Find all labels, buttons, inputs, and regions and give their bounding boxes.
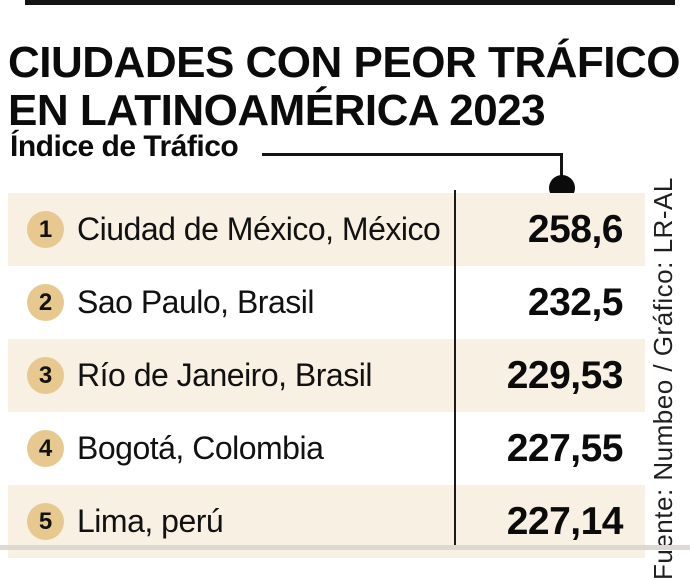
city-label: Sao Paulo, Brasil [77, 284, 314, 320]
city-label: Río de Janeiro, Brasil [77, 357, 372, 393]
city-label: Bogotá, Colombia [77, 430, 324, 466]
rank-badge: 1 [27, 211, 64, 248]
top-border-bar [25, 0, 675, 5]
callout-connector-vertical [560, 153, 563, 179]
traffic-ranking-table: 1 Ciudad de México, México 258,6 2 Sao P… [8, 193, 645, 558]
page-title-line2: EN LATINOAMÉRICA 2023 [8, 86, 546, 136]
rank-badge: 2 [27, 284, 64, 321]
table-row: 1 Ciudad de México, México 258,6 [8, 193, 645, 266]
rank-number: 3 [38, 361, 53, 389]
traffic-index-value: 229,53 [506, 353, 624, 397]
page-title: CIUDADES CON PEOR TRÁFICO EN LATINOAMÉRI… [8, 39, 680, 135]
column-divider-line [454, 190, 456, 550]
rank-number: 5 [38, 507, 53, 535]
rank-badge: 3 [27, 357, 64, 394]
source-credit: Fuente: Numbeo / Gráfico: LR-AL [648, 177, 678, 580]
table-row: 4 Bogotá, Colombia 227,55 [8, 412, 645, 485]
table-row: 2 Sao Paulo, Brasil 232,5 [8, 266, 645, 339]
rank-number: 1 [38, 215, 53, 243]
table-row: 3 Río de Janeiro, Brasil 229,53 [8, 339, 645, 412]
page-title-line1: CIUDADES CON PEOR TRÁFICO [8, 38, 680, 88]
city-label: Ciudad de México, México [77, 211, 441, 247]
traffic-index-value: 232,5 [527, 280, 624, 324]
bottom-border-bar [0, 545, 690, 550]
city-label: Lima, perú [77, 503, 224, 539]
rank-badge: 4 [27, 430, 64, 467]
rank-number: 2 [38, 288, 53, 316]
rank-number: 4 [38, 434, 53, 462]
index-callout-label: Índice de Tráfico [10, 130, 239, 163]
traffic-index-value: 227,14 [506, 499, 624, 543]
callout-connector-horizontal [262, 153, 563, 156]
traffic-index-value: 258,6 [527, 207, 624, 251]
rank-badge: 5 [27, 503, 64, 540]
traffic-index-value: 227,55 [506, 426, 624, 470]
